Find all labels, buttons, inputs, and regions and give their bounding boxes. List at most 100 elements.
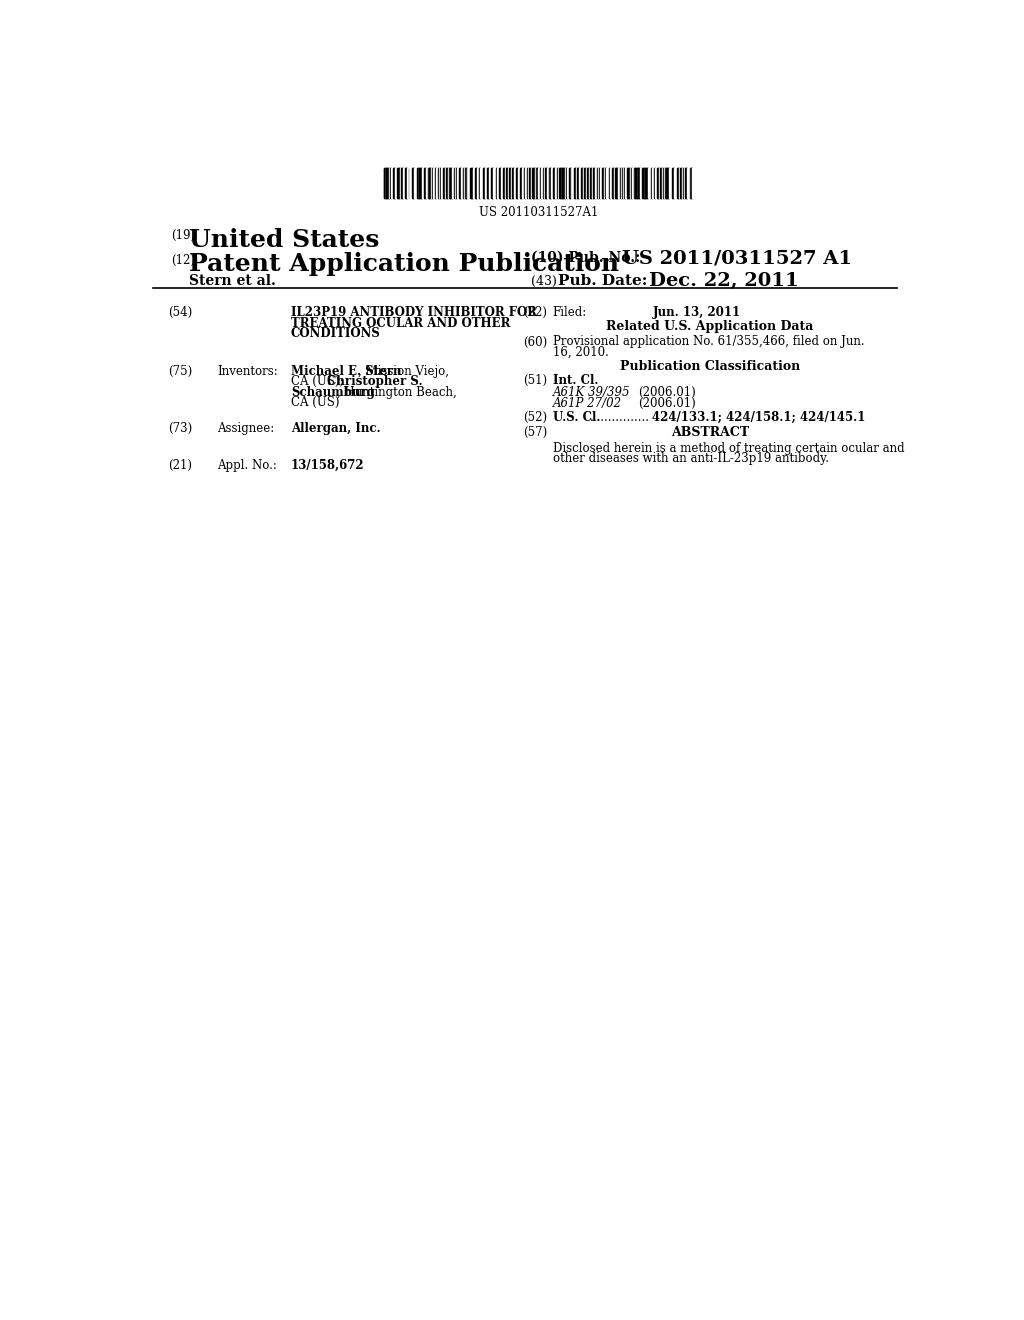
Bar (540, 168, 542, 198)
Bar (488, 168, 492, 198)
Text: 424/133.1; 424/158.1; 424/145.1: 424/133.1; 424/158.1; 424/145.1 (652, 411, 865, 424)
Bar (505, 168, 506, 198)
Bar (608, 168, 610, 198)
Bar (429, 168, 431, 198)
Bar (684, 168, 685, 198)
Bar (567, 168, 568, 198)
Bar (516, 168, 518, 198)
Bar (624, 168, 625, 198)
Bar (645, 168, 648, 198)
Bar (640, 168, 642, 198)
Bar (439, 168, 440, 198)
Bar (463, 168, 465, 198)
Bar (500, 168, 501, 198)
Bar (401, 168, 403, 198)
Bar (429, 168, 431, 198)
Bar (503, 168, 505, 198)
Text: (51): (51) (523, 374, 548, 387)
Bar (665, 168, 666, 198)
Bar (648, 168, 650, 198)
Bar (611, 168, 614, 198)
Bar (565, 168, 566, 198)
Bar (566, 168, 567, 198)
Bar (597, 168, 598, 198)
Text: US 2011/0311527 A1: US 2011/0311527 A1 (623, 249, 853, 267)
Text: Disclosed herein is a method of treating certain ocular and: Disclosed herein is a method of treating… (553, 442, 904, 455)
Bar (577, 168, 578, 198)
Bar (454, 168, 455, 198)
Bar (449, 168, 450, 198)
Bar (540, 168, 542, 198)
Bar (680, 168, 682, 198)
Bar (433, 168, 435, 198)
Bar (386, 168, 389, 198)
Bar (578, 168, 580, 198)
Bar (422, 168, 424, 198)
Text: US 20110311527A1: US 20110311527A1 (479, 206, 598, 219)
Bar (531, 168, 532, 198)
Bar (532, 168, 535, 198)
Bar (391, 168, 393, 198)
Text: Provisional application No. 61/355,466, filed on Jun.: Provisional application No. 61/355,466, … (553, 335, 864, 348)
Bar (568, 168, 570, 198)
Bar (386, 168, 389, 198)
Bar (602, 168, 604, 198)
Bar (584, 168, 585, 198)
Text: (54): (54) (168, 306, 193, 319)
Bar (480, 168, 483, 198)
Bar (555, 168, 556, 198)
Bar (516, 168, 518, 198)
Bar (605, 168, 606, 198)
Bar (667, 168, 669, 198)
Bar (674, 168, 677, 198)
Bar (391, 168, 393, 198)
Bar (431, 168, 432, 198)
Bar (630, 168, 632, 198)
Text: (21): (21) (168, 459, 193, 471)
Bar (593, 168, 595, 198)
Bar (477, 168, 479, 198)
Bar (419, 168, 422, 198)
Bar (542, 168, 543, 198)
Bar (459, 168, 461, 198)
Bar (658, 168, 660, 198)
Bar (384, 168, 693, 198)
Bar (512, 168, 514, 198)
Bar (446, 168, 447, 198)
Text: Michael E. Stern: Michael E. Stern (291, 364, 401, 378)
Bar (436, 168, 438, 198)
Bar (595, 168, 597, 198)
Bar (535, 168, 537, 198)
Bar (547, 168, 549, 198)
Bar (655, 168, 657, 198)
Bar (589, 168, 590, 198)
Bar (470, 168, 473, 198)
Bar (550, 168, 552, 198)
Bar (415, 168, 417, 198)
Bar (413, 168, 415, 198)
Bar (435, 168, 436, 198)
Bar (669, 168, 672, 198)
Bar (657, 168, 658, 198)
Bar (545, 168, 547, 198)
Bar (669, 168, 672, 198)
Text: IL23P19 ANTIBODY INHIBITOR FOR: IL23P19 ANTIBODY INHIBITOR FOR (291, 306, 537, 319)
Text: (73): (73) (168, 422, 193, 434)
Bar (493, 168, 496, 198)
Text: Inventors:: Inventors: (217, 364, 278, 378)
Bar (436, 168, 438, 198)
Bar (524, 168, 525, 198)
Bar (610, 168, 611, 198)
Bar (622, 168, 624, 198)
Bar (572, 168, 573, 198)
Text: Assignee:: Assignee: (217, 422, 274, 434)
Bar (493, 168, 496, 198)
Bar (550, 168, 552, 198)
Text: Related U.S. Application Data: Related U.S. Application Data (606, 321, 814, 333)
Bar (645, 168, 648, 198)
Bar (658, 168, 660, 198)
Bar (615, 168, 617, 198)
Bar (600, 168, 602, 198)
Bar (648, 168, 650, 198)
Bar (524, 168, 525, 198)
